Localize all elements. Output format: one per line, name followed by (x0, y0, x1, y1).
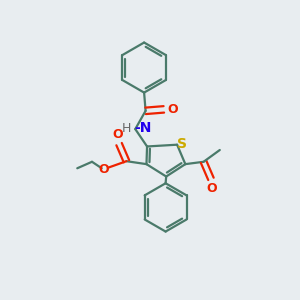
Text: O: O (207, 182, 218, 195)
Text: -N: -N (134, 121, 151, 135)
Text: S: S (177, 137, 187, 151)
Text: H: H (122, 122, 131, 135)
Text: O: O (99, 163, 110, 176)
Text: O: O (112, 128, 123, 141)
Text: O: O (167, 103, 178, 116)
